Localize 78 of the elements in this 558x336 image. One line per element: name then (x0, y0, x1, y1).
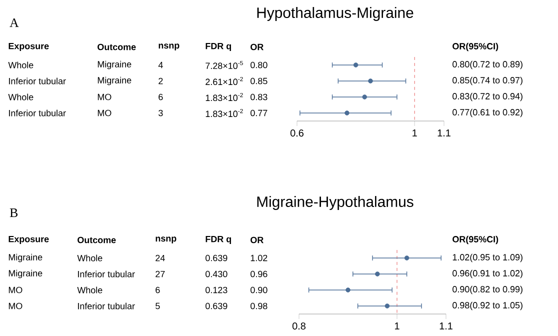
text: Inferior tubular (9, 110, 66, 116)
text: 0.96(0.91 to 1.02) (452, 270, 522, 278)
point (404, 256, 410, 260)
text: 1.83×10$^{-2}$ (206, 108, 243, 118)
text: 0.77 (250, 110, 268, 116)
text: MO (8, 302, 22, 310)
text: MO (8, 286, 22, 294)
text: nsnp (156, 236, 176, 244)
text: 0.85(0.74 to 0.97) (452, 76, 522, 86)
x-tick-label: 1 (395, 322, 400, 330)
text: Whole (77, 286, 102, 294)
text: Inferior tubular (9, 78, 66, 84)
text: MO (98, 94, 112, 100)
x-tick-label: 1 (412, 130, 417, 136)
text: A (10, 18, 19, 27)
text: 0.77(0.61 to 0.92) (452, 108, 522, 118)
text: Exposure (8, 236, 49, 244)
text: MO (98, 110, 112, 116)
text: 3 (158, 110, 163, 116)
text: nsnp (158, 44, 180, 50)
chart-title: Migraine-Hypothalamus (257, 196, 414, 210)
text: FDR q (206, 42, 231, 52)
x-tick-label: 0.8 (292, 322, 306, 330)
text: Whole (8, 94, 34, 100)
text: 0.639 (206, 302, 228, 310)
text: 0.80 (250, 62, 268, 68)
text: 2.61×10$^{-2}$ (206, 76, 243, 86)
point (362, 94, 368, 100)
text: Migraine (98, 60, 132, 70)
text: 6 (156, 286, 160, 294)
text: Outcome (78, 236, 116, 244)
text: Inferior tubular (78, 270, 135, 278)
point (344, 110, 350, 116)
text: FDR q (206, 236, 231, 244)
text: Whole (77, 254, 102, 262)
text: 0.85 (250, 78, 268, 84)
text: 1.02(0.95 to 1.09) (452, 254, 522, 262)
x-tick-label: 1.1 (438, 130, 450, 136)
text: 0.98 (250, 302, 268, 310)
text: 0.80(0.72 to 0.89) (452, 60, 522, 70)
chart-title: Hypothalamus-Migraine (257, 7, 414, 21)
point (384, 304, 390, 308)
x-tick-label: 1.1 (440, 322, 452, 330)
x-tick-label: 0.6 (290, 130, 304, 137)
text: OR (250, 236, 264, 244)
text: 0.639 (206, 254, 228, 262)
text: B (10, 208, 18, 218)
text: 1.02 (250, 254, 268, 262)
text: Exposure (8, 42, 49, 52)
point (353, 62, 358, 68)
text: Migraine (8, 254, 42, 262)
text: 1.83×10$^{-2}$ (206, 92, 243, 102)
text: 7.28×10$^{-5}$ (206, 60, 243, 70)
text: OR(95%CI) (452, 236, 498, 244)
text: OR (250, 44, 264, 50)
text: 6 (158, 94, 163, 100)
text: Inferior tubular (78, 302, 135, 310)
text: 0.90(0.82 to 0.99) (452, 286, 522, 294)
text: 0.123 (206, 286, 228, 294)
text: 2 (158, 78, 163, 84)
point (368, 78, 373, 84)
text: 0.90 (250, 286, 268, 294)
text: 0.98(0.92 to 1.05) (452, 302, 522, 310)
point (375, 272, 380, 276)
text: OR(95%CI) (452, 42, 498, 52)
text: Whole (8, 62, 34, 68)
text: 24 (156, 254, 165, 262)
text: 5 (156, 302, 160, 310)
text: Migraine (8, 270, 42, 278)
text: 0.430 (206, 270, 228, 278)
text: Outcome (98, 44, 136, 50)
text: 27 (156, 270, 165, 278)
text: Migraine (98, 76, 132, 86)
text: 0.83 (250, 94, 268, 100)
text: 0.96 (250, 270, 268, 278)
text: 0.83(0.72 to 0.94) (452, 92, 522, 102)
text: 4 (158, 62, 163, 68)
point (346, 288, 350, 292)
